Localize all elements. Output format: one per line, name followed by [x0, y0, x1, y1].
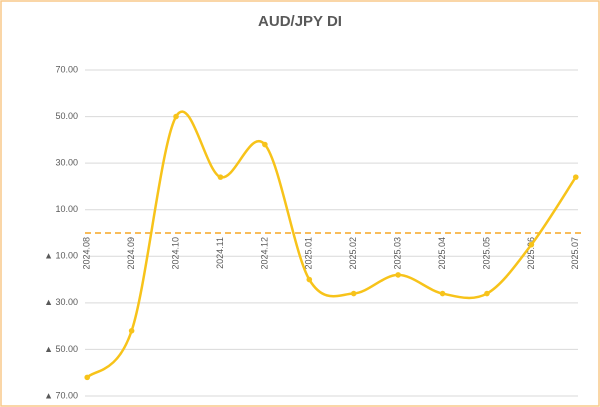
- data-point: [395, 272, 401, 278]
- data-point: [528, 241, 535, 248]
- x-tick-label: 2024.09: [126, 237, 136, 270]
- data-point: [572, 174, 579, 180]
- x-tick-label: 2025.04: [437, 237, 447, 270]
- data-point: [350, 290, 357, 297]
- x-tick-label: 2025.05: [481, 237, 491, 270]
- data-point: [173, 113, 179, 120]
- y-tick-label: ▲ 30.00: [44, 297, 78, 307]
- x-tick-label: 2025.01: [304, 237, 314, 270]
- data-point: [306, 276, 313, 283]
- data-point: [217, 174, 224, 180]
- y-tick-label: 30.00: [55, 158, 78, 168]
- y-tick-label: 10.00: [55, 204, 78, 214]
- x-tick-label: 2025.03: [393, 237, 403, 270]
- data-point: [484, 290, 490, 297]
- y-tick-label: ▲ 50.00: [44, 344, 78, 354]
- y-tick-label: ▲ 10.00: [44, 251, 78, 261]
- data-point: [84, 374, 91, 381]
- x-tick-label: 2024.10: [170, 237, 180, 270]
- x-tick-label: 2025.07: [570, 237, 580, 270]
- data-point: [262, 141, 268, 148]
- x-tick-label: 2024.08: [82, 237, 92, 270]
- y-tick-label: ▲ 70.00: [44, 390, 78, 400]
- x-tick-label: 2024.11: [215, 237, 225, 269]
- data-point: [439, 290, 446, 297]
- x-tick-label: 2024.12: [259, 237, 269, 270]
- y-tick-label: 50.00: [55, 111, 78, 121]
- data-point: [128, 328, 135, 334]
- chart-title: AUD/JPY DI: [258, 13, 342, 30]
- x-tick-label: 2025.02: [348, 237, 358, 270]
- x-tick-label: 2025.06: [526, 237, 536, 270]
- y-tick-label: 70.00: [55, 64, 78, 74]
